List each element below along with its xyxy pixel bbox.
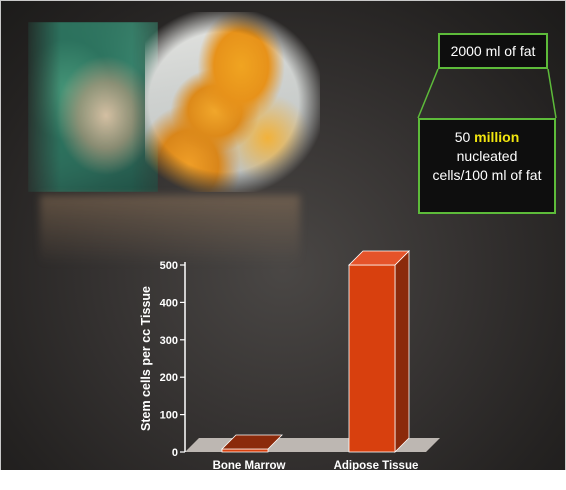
surgery-photo xyxy=(28,22,158,192)
cell-count-line1: 50 million xyxy=(420,128,554,147)
x-category-label: Bone Marrow xyxy=(213,460,286,472)
y-tick-label: 300 xyxy=(160,335,178,347)
fat-volume-box: 2000 ml of fat xyxy=(438,33,548,69)
callout-line-right xyxy=(547,68,557,119)
fat-volume-text: 2000 ml of fat xyxy=(450,43,536,59)
photo-reflection xyxy=(40,195,300,265)
y-tick-label: 100 xyxy=(160,410,178,422)
cell-count-line3: cells/100 ml of fat xyxy=(432,167,542,183)
y-tick-label: 200 xyxy=(160,372,178,384)
bar-0-front xyxy=(221,448,269,453)
cell-count-line2: nucleated xyxy=(456,148,518,164)
cell-count-unit: million xyxy=(474,129,520,145)
fat-syringes-photo xyxy=(145,12,320,192)
x-category-label: Adipose Tissue xyxy=(334,460,419,472)
bar-0-top xyxy=(221,434,283,450)
y-axis-label: Stem cells per cc Tissue xyxy=(139,286,153,431)
y-tick-label: 400 xyxy=(160,297,178,309)
bar-1-top xyxy=(348,250,410,266)
bar-1-front xyxy=(348,264,396,453)
cell-count-number: 50 xyxy=(454,129,471,145)
y-tick-label: 0 xyxy=(172,447,178,459)
bar-1-side xyxy=(394,250,410,453)
bottom-margin xyxy=(0,470,566,490)
callout-line-left xyxy=(417,68,439,119)
cell-count-box: 50 million nucleated cells/100 ml of fat xyxy=(418,118,556,214)
y-tick-label: 500 xyxy=(160,260,178,272)
